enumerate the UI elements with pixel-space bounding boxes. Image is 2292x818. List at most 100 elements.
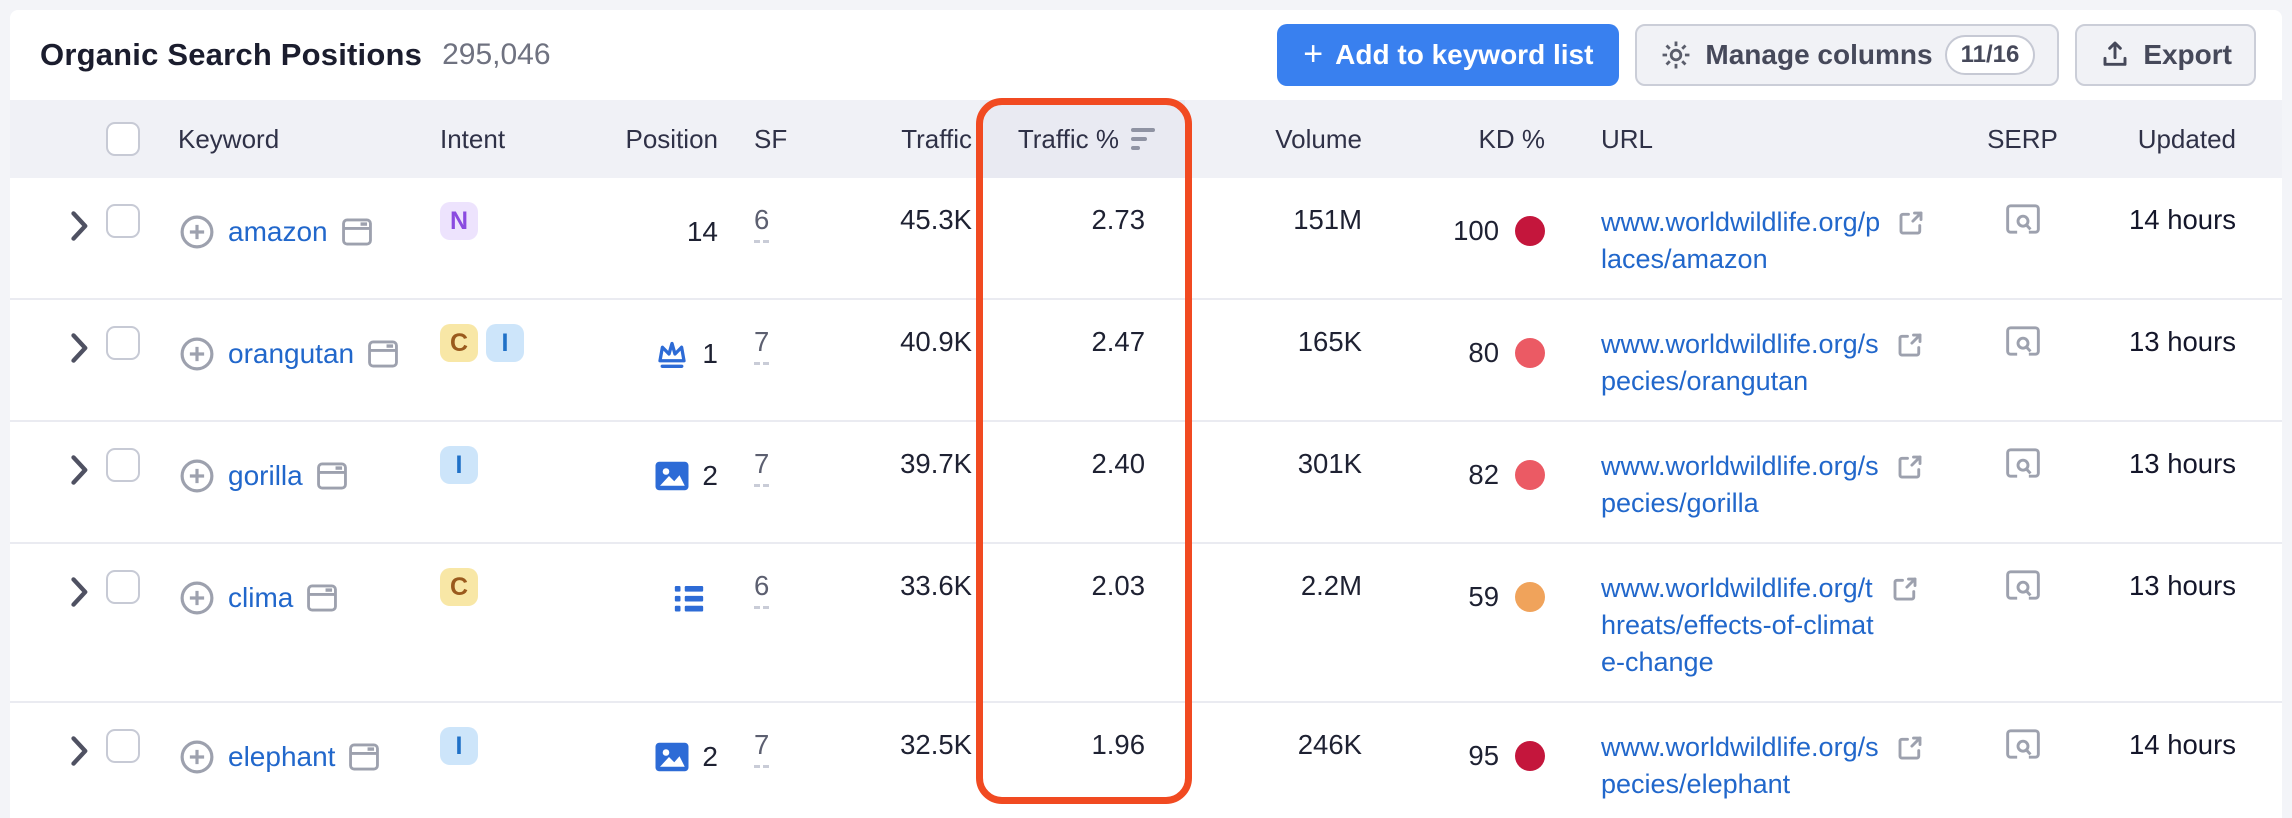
header-volume[interactable]: Volume [1275,123,1362,154]
plus-icon: + [1303,34,1324,73]
sf-value[interactable]: 6 [754,204,770,243]
sf-value[interactable]: 7 [754,326,770,365]
keyword-link[interactable]: amazon [228,216,328,247]
header-traffic-pct[interactable]: Traffic % [980,100,1185,178]
serp-preview-icon[interactable] [2004,727,2042,761]
keyword-link[interactable]: gorilla [228,460,303,491]
select-all-checkbox[interactable] [106,122,140,156]
intent-badges: I [440,422,570,542]
serp-preview-icon[interactable] [2004,324,2042,358]
row-checkbox[interactable] [106,570,140,604]
image-pack-icon [654,741,690,773]
checkbox-cell [106,300,170,420]
traffic-value: 33.6K [900,570,972,601]
add-keyword-icon[interactable] [178,457,216,495]
export-button[interactable]: Export [2075,24,2256,86]
row-checkbox[interactable] [106,326,140,360]
add-to-keyword-list-button[interactable]: + Add to keyword list [1277,24,1620,86]
external-link-icon[interactable] [1895,733,1925,763]
add-keyword-icon[interactable] [178,335,216,373]
intent-badges: I [440,703,570,818]
traffic-pct-value: 2.73 [1091,204,1145,235]
position-value: 2 [702,741,718,772]
intent-badges: N [440,178,570,298]
url-cell: www.worldwildlife.org/p laces/amazon [1545,178,1965,298]
intent-badges: C [440,544,570,701]
header-sf[interactable]: SF [754,123,788,154]
expand-cell [50,422,106,542]
url-link[interactable]: www.worldwildlife.org/t hreats/effects-of… [1601,573,1874,677]
url-link[interactable]: www.worldwildlife.org/s pecies/orangutan [1601,329,1879,396]
position-cell: 14 [570,178,730,262]
url-link[interactable]: www.worldwildlife.org/s pecies/gorilla [1601,451,1879,518]
serp-features-icon[interactable] [305,582,339,614]
sf-value[interactable]: 7 [754,729,770,768]
header-kd[interactable]: KD % [1478,123,1545,154]
header-updated[interactable]: Updated [2137,123,2236,154]
volume-value: 165K [1297,326,1362,357]
row-checkbox[interactable] [106,204,140,238]
header-keyword[interactable]: Keyword [178,123,280,154]
export-icon [2099,39,2131,71]
external-link-icon[interactable] [1896,208,1926,238]
export-label: Export [2143,39,2232,70]
manage-columns-button[interactable]: Manage columns 11/16 [1635,24,2060,86]
serp-preview-icon[interactable] [2004,446,2042,480]
add-keyword-icon[interactable] [178,213,216,251]
serp-preview-icon[interactable] [2004,202,2042,236]
header-url[interactable]: URL [1601,123,1654,154]
chevron-right-icon[interactable] [66,733,90,769]
checkbox-cell [106,703,170,818]
serp-features-icon[interactable] [366,338,400,370]
serp-features-icon[interactable] [347,741,381,773]
table-row: gorilla I 2 7 39.7K [10,420,2282,542]
sf-cell: 7 [730,703,810,818]
intent-badge-I: I [486,324,524,362]
external-link-icon[interactable] [1895,330,1925,360]
add-keyword-icon[interactable] [178,738,216,776]
header-traffic-pct-label: Traffic % [1017,123,1119,154]
chevron-right-icon[interactable] [66,574,90,610]
select-all-cell [106,100,170,178]
sf-value[interactable]: 6 [754,570,770,609]
updated-value: 14 hours [2128,204,2236,235]
serp-features-icon[interactable] [340,216,374,248]
serp-cell [1965,422,2080,542]
keyword-link[interactable]: clima [228,582,294,613]
header-traffic[interactable]: Traffic [901,123,972,154]
keyword-link[interactable]: orangutan [228,338,355,369]
chevron-right-icon[interactable] [66,330,90,366]
gear-icon [1659,38,1693,72]
position-value: 2 [702,460,718,491]
expand-cell [50,544,106,701]
chevron-right-icon[interactable] [66,208,90,244]
kd-cell: 82 [1370,422,1545,506]
header-position[interactable]: Position [625,123,719,154]
url-link[interactable]: www.worldwildlife.org/s pecies/elephant [1601,732,1879,799]
keyword-cell: clima [170,544,440,630]
volume-value: 301K [1297,448,1362,479]
traffic-pct-value: 2.03 [1091,570,1145,601]
volume-value: 2.2M [1300,570,1362,601]
keyword-cell: elephant [170,703,440,789]
checkbox-cell [106,178,170,298]
sf-value[interactable]: 7 [754,448,770,487]
serp-preview-icon[interactable] [2004,568,2042,602]
toolbar: + Add to keyword list Manage columns 11/… [1277,24,2256,86]
traffic-pct-value: 2.40 [1091,448,1145,479]
header-intent[interactable]: Intent [440,123,506,154]
serp-features-icon[interactable] [315,460,349,492]
row-checkbox[interactable] [106,448,140,482]
updated-value: 13 hours [2128,326,2236,357]
page-title: Organic Search Positions [40,37,423,72]
sf-cell: 6 [730,178,810,298]
chevron-right-icon[interactable] [66,452,90,488]
expand-cell [50,703,106,818]
external-link-icon[interactable] [1895,452,1925,482]
kd-cell: 59 [1370,544,1545,628]
row-checkbox[interactable] [106,729,140,763]
add-keyword-icon[interactable] [178,579,216,617]
keyword-link[interactable]: elephant [228,741,336,772]
url-link[interactable]: www.worldwildlife.org/p laces/amazon [1601,207,1881,274]
external-link-icon[interactable] [1890,574,1920,604]
